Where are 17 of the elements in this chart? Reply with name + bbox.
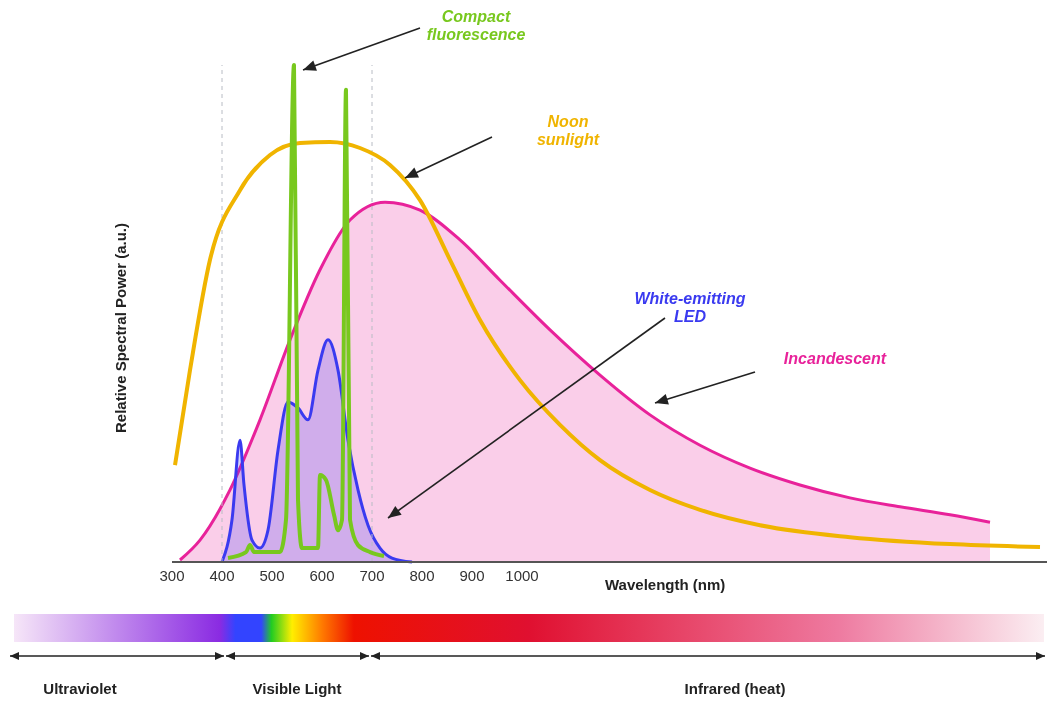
x-tick-label: 1000 [505,566,539,584]
text: Ultraviolet [43,680,117,697]
x-tick-label: 500 [259,566,285,584]
y-axis-title: Relative Spectral Power (a.u.) [111,222,129,434]
x-tick-label: 700 [359,566,385,584]
x-tick-label: 900 [459,566,485,584]
text: Infrared (heat) [684,680,786,697]
text: Noon sunlight [535,113,601,149]
x-axis-title: Wavelength (nm) [605,576,726,593]
text: Compact fluorescence [425,8,527,44]
x-tick-label: 300 [159,566,185,584]
text: White-emitting LED [633,290,747,326]
x-tick-label: 400 [209,566,235,584]
x-tick-label: 800 [409,566,435,584]
x-tick-label: 600 [309,566,335,584]
text: Incandescent [782,350,888,368]
text: Visible Light [252,680,342,697]
